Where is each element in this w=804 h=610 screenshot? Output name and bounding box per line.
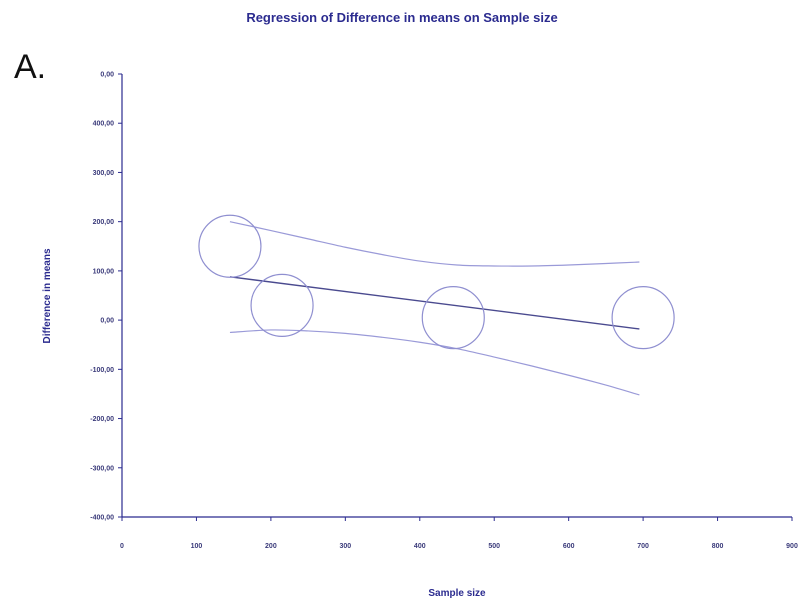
x-tick-label: 200: [265, 543, 277, 550]
x-tick-label: 0: [120, 543, 124, 550]
axes: 0,00 400,00 300,00 200,00 100,00 0,00 -100,00 -…: [90, 72, 798, 551]
data-points: [198, 214, 675, 350]
y-tick-label: 100,00: [93, 268, 115, 275]
upper-confidence-line: [229, 221, 640, 267]
confidence-bands: [229, 221, 640, 396]
y-tick-label: 200,00: [93, 219, 115, 226]
x-tick-label: 900: [786, 543, 798, 550]
data-point: [421, 286, 485, 350]
x-tick-label: 500: [488, 543, 500, 550]
x-tick-label: 400: [414, 543, 426, 550]
x-tick-label: 600: [563, 543, 575, 550]
chart-title: Regression of Difference in means on Sam…: [246, 10, 558, 25]
y-tick-label: 0,00: [100, 72, 114, 79]
x-tick-label: 300: [339, 543, 351, 550]
y-tick-label: 400,00: [93, 121, 115, 128]
y-axis-label: Difference in means: [42, 248, 53, 343]
y-tick-label: -400,00: [90, 515, 114, 522]
x-tick-label: 700: [637, 543, 649, 550]
x-tick-label: 100: [191, 543, 203, 550]
y-tick-label: -100,00: [90, 367, 114, 374]
x-tick-label: 800: [712, 543, 724, 550]
regression: [229, 276, 640, 330]
data-point: [250, 273, 314, 337]
axis-titles: Sample size Difference in means: [42, 248, 486, 599]
panel-label: A.: [14, 48, 47, 86]
y-tick-label: -200,00: [90, 416, 114, 423]
y-tick-label: 0,00: [100, 318, 114, 325]
data-point: [198, 214, 262, 278]
y-tick-label: 300,00: [93, 170, 115, 177]
lower-confidence-line: [229, 329, 640, 396]
x-axis-label: Sample size: [428, 588, 486, 599]
y-tick-label: -300,00: [90, 465, 114, 472]
data-point: [611, 286, 675, 350]
regression-line: [229, 276, 640, 330]
